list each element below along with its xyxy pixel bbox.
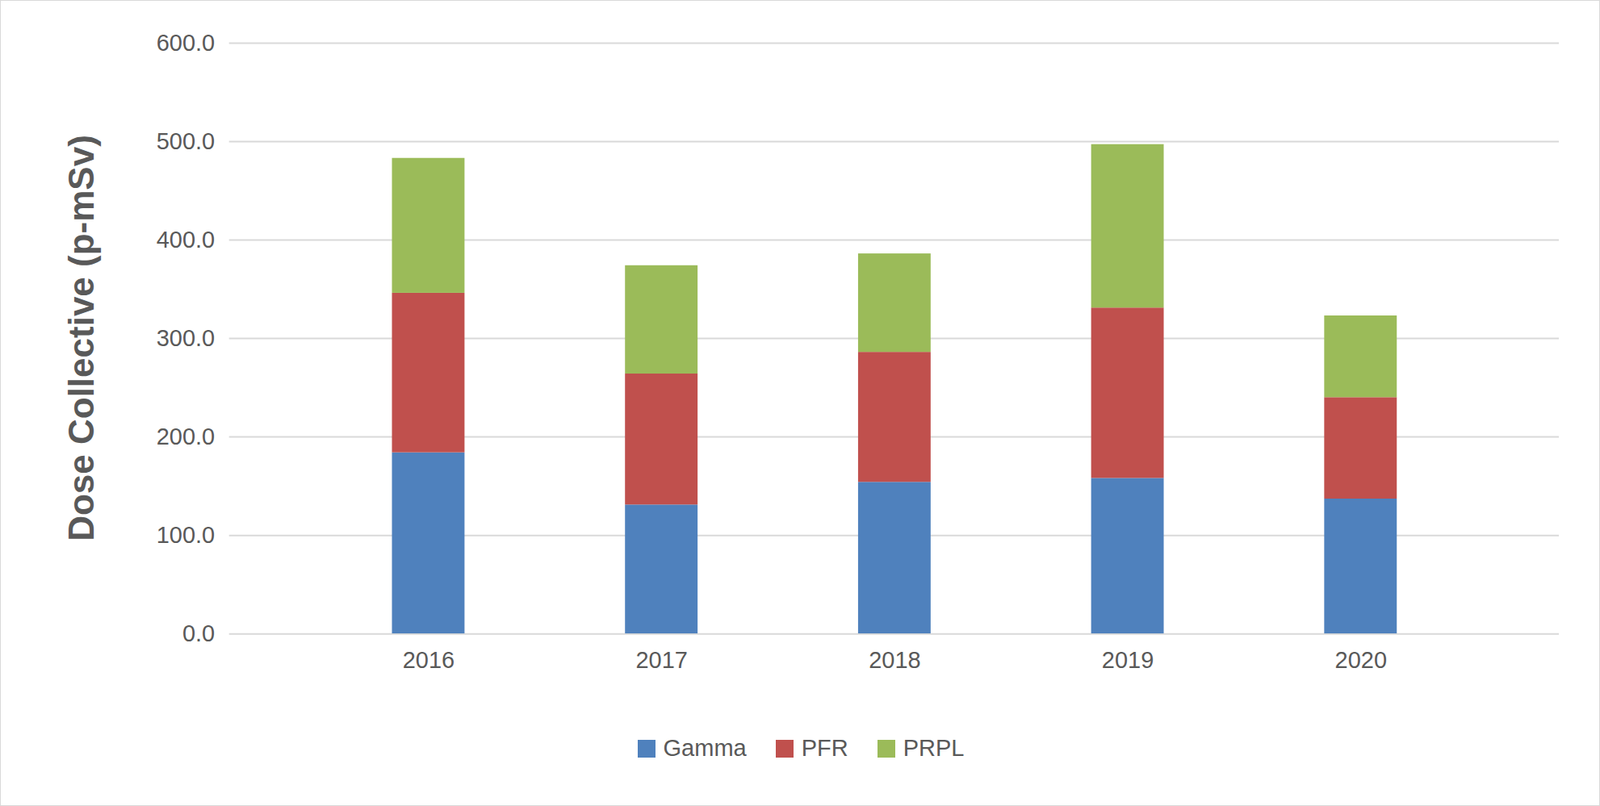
svg-text:2020: 2020 <box>1335 647 1387 674</box>
html-text:Dose Collective (p-mSv): Dose Collective (p-mSv) <box>61 134 101 542</box>
svg-text:600.0: 600.0 <box>156 29 216 56</box>
svg-text:2019: 2019 <box>1101 647 1154 674</box>
html-text:PFR: PFR <box>801 735 849 762</box>
svg-text:200.0: 200.0 <box>156 423 216 450</box>
svg-text:400.0: 400.0 <box>156 226 216 253</box>
svg-text:2016: 2016 <box>402 647 455 674</box>
svg-text:300.0: 300.0 <box>156 325 216 352</box>
svg-text:500.0: 500.0 <box>156 128 216 155</box>
svg-text:100.0: 100.0 <box>156 522 216 549</box>
html-text:Gamma: Gamma <box>663 735 747 762</box>
svg-text:2018: 2018 <box>868 647 921 674</box>
svg-text:2017: 2017 <box>635 647 687 674</box>
html-text:PRPL: PRPL <box>903 735 965 762</box>
svg-text:0.0: 0.0 <box>182 620 215 647</box>
